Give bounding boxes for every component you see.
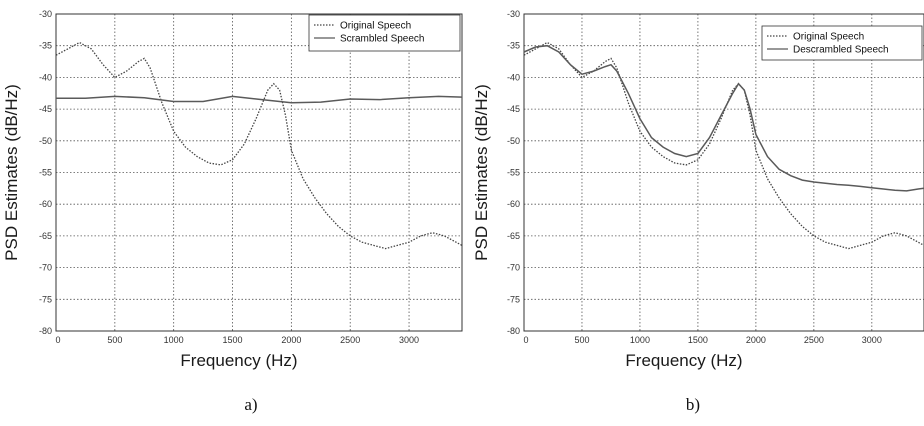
legend-entry-label: Original Speech — [340, 21, 411, 32]
x-axis-title: Frequency (Hz) — [180, 351, 297, 370]
y-tick-label: -65 — [39, 231, 52, 241]
x-tick-label: 2500 — [804, 335, 824, 345]
legend-entry-label: Scrambled Speech — [340, 34, 425, 45]
x-tick-label: 1000 — [164, 335, 184, 345]
y-axis-title: PSD Estimates (dB/Hz) — [472, 84, 491, 261]
y-tick-label: -35 — [39, 41, 52, 51]
x-tick-label: 3000 — [399, 335, 419, 345]
y-tick-label: -80 — [39, 326, 52, 336]
legend-box — [308, 14, 461, 52]
series-line-original-speech — [55, 41, 463, 250]
y-tick-label: -70 — [39, 263, 52, 273]
y-axis-title: PSD Estimates (dB/Hz) — [2, 84, 21, 261]
series-line-scrambled-speech — [56, 95, 463, 104]
x-tick-label: 1500 — [688, 335, 708, 345]
legend: Original Speech Scrambled Speech — [308, 14, 461, 52]
legend-entry-label: Original Speech — [793, 32, 864, 43]
x-tick-label: 0 — [523, 335, 528, 345]
y-tick-label: -40 — [507, 72, 520, 82]
y-tick-label: -30 — [39, 9, 52, 19]
y-tick-label: -55 — [507, 168, 520, 178]
x-tick-label: 0 — [55, 335, 60, 345]
x-tick-label: 500 — [107, 335, 122, 345]
y-tick-label: -45 — [39, 104, 52, 114]
legend-box — [761, 25, 923, 61]
y-tick-label: -45 — [507, 104, 520, 114]
legend: Original Speech Descrambled Speech — [761, 25, 923, 61]
x-tick-label: 2500 — [340, 335, 360, 345]
x-tick-label: 3000 — [862, 335, 882, 345]
x-tick-label: 1500 — [223, 335, 243, 345]
x-axis-title: Frequency (Hz) — [625, 351, 742, 370]
chart-panel-b: -30 -35 -40 -45 -50 -55 -60 -65 -70 -75 -800 500 100… — [472, 9, 924, 414]
series-line-descrambled-speech — [523, 44, 924, 192]
legend-entry-label: Descrambled Speech — [793, 45, 889, 56]
x-tick-label: 2000 — [281, 335, 301, 345]
panel-caption: b) — [686, 395, 700, 414]
plot-frame — [523, 13, 924, 332]
y-tick-label: -55 — [39, 168, 52, 178]
y-tick-label: -65 — [507, 231, 520, 241]
y-tick-label: -60 — [507, 199, 520, 209]
y-tick-label: -75 — [507, 294, 520, 304]
panel-caption: a) — [244, 395, 257, 414]
plot-frame — [55, 13, 463, 332]
y-tick-label: -50 — [507, 136, 520, 146]
x-tick-label: 2000 — [746, 335, 766, 345]
x-tick-label: 500 — [574, 335, 589, 345]
y-tick-label: -50 — [39, 136, 52, 146]
chart-panel-a: -30 -35 -40 -45 -50 -55 -60 -65 -70 -75 -800 500 100… — [2, 9, 463, 414]
y-tick-label: -35 — [507, 41, 520, 51]
y-tick-label: -70 — [507, 263, 520, 273]
y-tick-label: -75 — [39, 294, 52, 304]
y-tick-label: -80 — [507, 326, 520, 336]
y-tick-label: -30 — [507, 9, 520, 19]
x-tick-label: 1000 — [630, 335, 650, 345]
y-tick-label: -60 — [39, 199, 52, 209]
y-tick-label: -40 — [39, 72, 52, 82]
